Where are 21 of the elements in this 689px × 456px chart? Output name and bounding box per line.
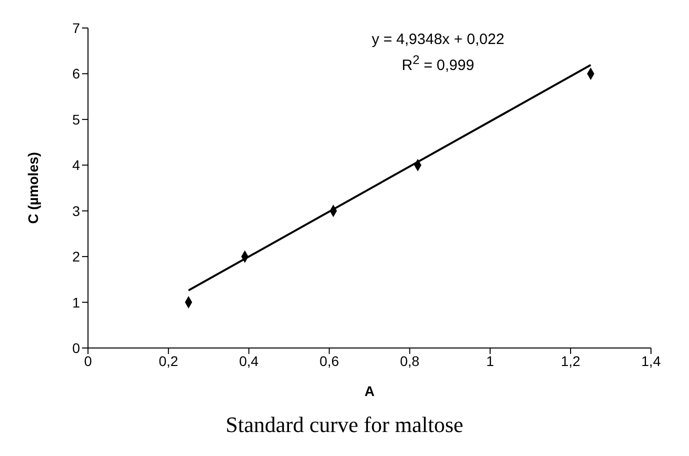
x-tick-label: 1,4 [641, 352, 661, 369]
y-tick-label: 7 [72, 20, 80, 36]
y-tick-label: 2 [72, 248, 80, 265]
text: Standard curve for maltose [224, 412, 464, 438]
x-tick-label: 1 [486, 352, 494, 369]
x-tick-label: 0,6 [320, 352, 340, 369]
x-tick-label: 0,8 [400, 352, 420, 369]
x-tick-label: 0 [84, 352, 92, 369]
y-axis-title: C (µmoles) [24, 152, 41, 224]
y-tick-label: 5 [72, 111, 80, 128]
y-tick-label: 1 [72, 294, 80, 310]
x-axis-title: A [364, 383, 375, 399]
y-tick-label: 4 [72, 157, 80, 174]
y-tick-label: 0 [72, 340, 80, 356]
y-tick-label: 3 [72, 202, 80, 219]
x-tick-label: 0,4 [239, 352, 259, 369]
annotation: y = 4,9348x + 0,022 [370, 30, 506, 50]
y-tick-label: 6 [72, 66, 80, 82]
x-tick-label: 1,2 [560, 352, 581, 369]
annotation: R$^{2}$ = 0,999 [400, 52, 476, 76]
x-tick-label: 0,2 [158, 352, 178, 369]
